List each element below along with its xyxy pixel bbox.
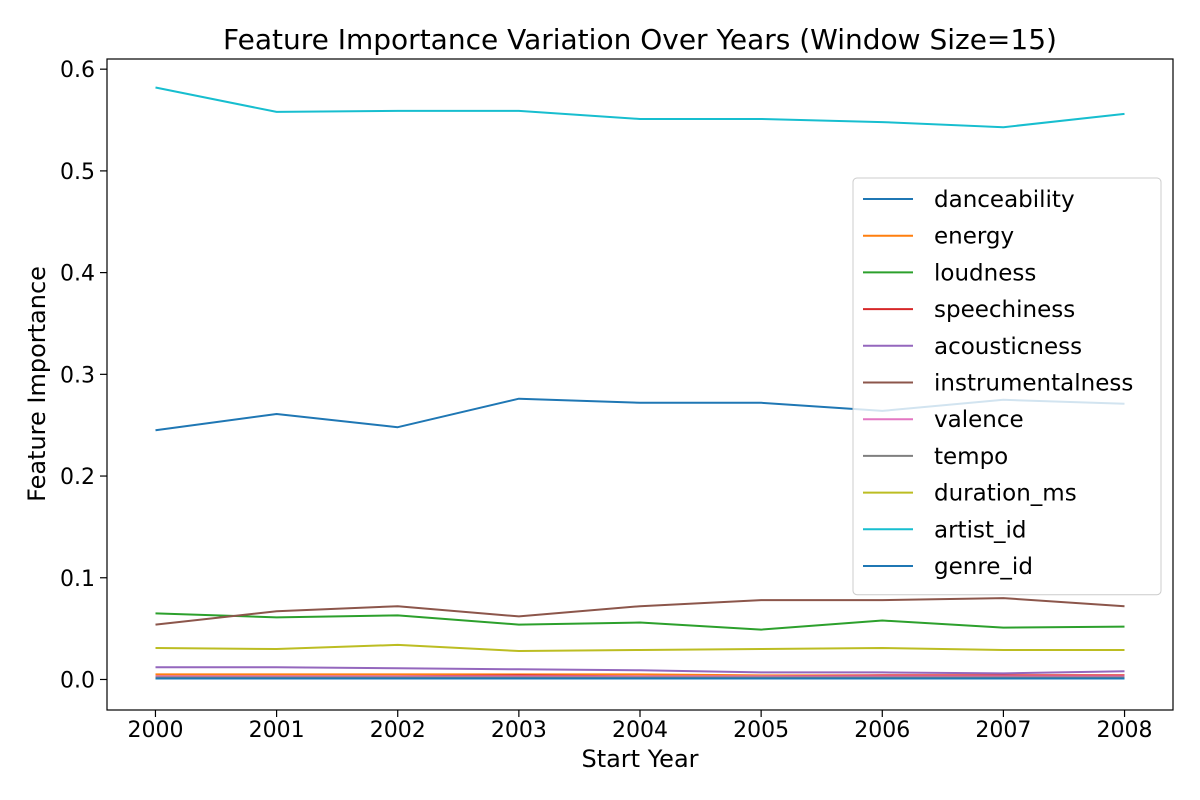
legend-label: duration_ms (934, 481, 1077, 507)
y-tick-label: 0.2 (60, 465, 95, 490)
legend-label: tempo (934, 444, 1008, 470)
x-tick-label: 2008 (1097, 718, 1153, 743)
x-tick-label: 2002 (370, 718, 426, 743)
x-tick-label: 2001 (249, 718, 305, 743)
y-tick-label: 0.6 (60, 58, 95, 83)
x-tick-label: 2000 (127, 718, 183, 743)
y-tick-label: 0.5 (60, 160, 95, 185)
x-tick-label: 2005 (733, 718, 789, 743)
legend-label: valence (934, 407, 1024, 433)
legend-label: danceability (934, 187, 1075, 213)
series-line-instrumentalness (155, 597, 1125, 626)
x-tick-label: 2007 (975, 718, 1031, 743)
series-line-loudness (155, 612, 1125, 631)
x-axis: 2000 2001 2002 2003 2004 2005 2006 2007 2008 (127, 710, 1153, 743)
y-tick-label: 0.3 (60, 363, 95, 388)
legend-label: artist_id (934, 517, 1026, 543)
legend: danceability energy loudness speechiness aco… (852, 177, 1162, 596)
y-tick-label: 0.0 (60, 668, 95, 693)
x-tick-label: 2006 (854, 718, 910, 743)
series-line-acousticness (155, 666, 1125, 675)
plot-lines (155, 86, 1125, 680)
x-axis-label: Start Year (581, 745, 698, 773)
y-axis-label: Feature Importance (23, 266, 51, 502)
x-tick-label: 2003 (491, 718, 547, 743)
y-tick-label: 0.1 (60, 567, 95, 592)
y-axis: 0.0 0.1 0.2 0.3 0.4 0.5 0.6 (60, 58, 107, 693)
legend-box (852, 177, 1162, 596)
y-tick-label: 0.4 (60, 262, 95, 287)
legend-label: energy (934, 224, 1014, 250)
legend-label: genre_id (934, 554, 1033, 580)
legend-label: instrumentalness (934, 371, 1133, 397)
legend-label: loudness (934, 260, 1036, 286)
series-line-duration-ms (155, 643, 1125, 652)
series-line-artist-id (155, 86, 1125, 129)
legend-label: speechiness (934, 297, 1075, 323)
legend-label: acousticness (934, 334, 1082, 360)
chart-title: Feature Importance Variation Over Years … (223, 23, 1057, 56)
x-tick-label: 2004 (612, 718, 668, 743)
